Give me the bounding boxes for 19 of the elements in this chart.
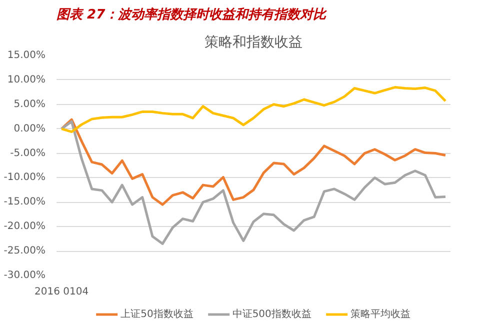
legend-label: 策略平均收益 xyxy=(350,308,410,321)
line-series xyxy=(60,120,447,245)
line-series xyxy=(60,86,447,134)
y-tick-label: 10.00% xyxy=(7,74,46,86)
legend-label: 上证50指数收益 xyxy=(120,308,194,321)
y-tick-label: -10.00% xyxy=(4,172,46,184)
y-tick-label: 5.00% xyxy=(14,98,46,110)
y-tick-label: -25.00% xyxy=(4,246,46,257)
chart-title: 图表 27：波动率指数择时收益和持有指数对比 xyxy=(56,6,328,22)
y-tick-label: 15.00% xyxy=(7,50,46,61)
y-tick-label: -5.00% xyxy=(10,148,46,159)
legend-label: 中证500指数收益 xyxy=(232,308,312,321)
y-tick-label: -20.00% xyxy=(4,221,46,232)
x-tick-label: 2016 0104 xyxy=(34,286,89,298)
line-series xyxy=(60,118,447,206)
chart-subtitle: 策略和指数收益 xyxy=(204,34,302,50)
y-tick-label: 0.00% xyxy=(14,123,46,134)
y-tick-label: -30.00% xyxy=(4,270,46,281)
y-tick-label: -15.00% xyxy=(4,196,46,208)
